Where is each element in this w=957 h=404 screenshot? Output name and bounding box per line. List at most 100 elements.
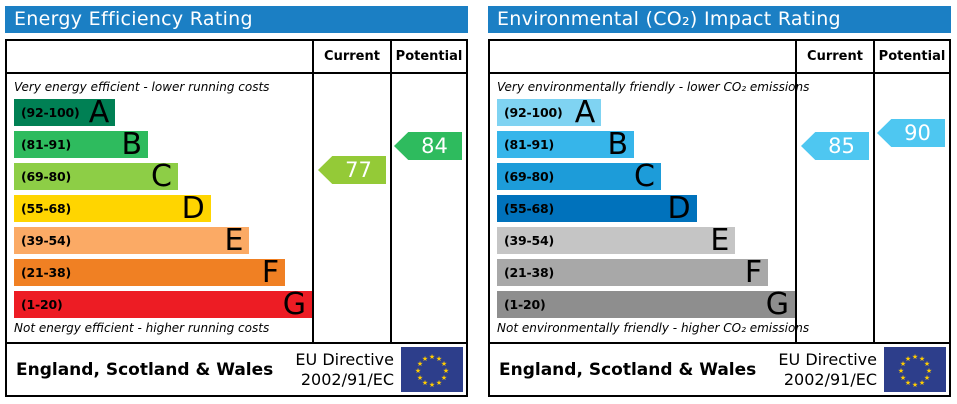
header-spacer: [7, 41, 312, 72]
svg-text:★: ★: [926, 367, 932, 375]
svg-text:★: ★: [900, 360, 906, 368]
rating-scale-area: Very energy efficient - lower running co…: [7, 74, 466, 342]
energy-efficiency-panel: Energy Efficiency Rating Current Potenti…: [5, 6, 468, 397]
band-row-e: (39-54) E: [497, 222, 736, 258]
environmental-title-bar: Environmental (CO₂) Impact Rating: [488, 6, 951, 33]
current-value-cell: 77: [312, 74, 390, 342]
current-column-header: Current: [312, 41, 390, 72]
potential-rating-value: 90: [904, 121, 931, 145]
band-range: (92-100): [504, 105, 563, 120]
current-column-header: Current: [795, 41, 873, 72]
band-row-a: (92-100) A: [14, 97, 116, 127]
band-row-f: (21-38) F: [14, 254, 286, 290]
band-range: (81-91): [504, 137, 555, 152]
eu-flag-icon: ★ ★ ★ ★ ★ ★ ★ ★ ★ ★ ★ ★: [884, 347, 946, 392]
svg-text:★: ★: [898, 367, 904, 375]
band-letter: B: [607, 126, 629, 162]
band-letter: E: [224, 222, 244, 258]
band-letter: C: [633, 158, 655, 194]
eu-directive-line1: EU Directive: [295, 349, 394, 369]
band-letter: G: [765, 286, 789, 322]
band-letter: E: [710, 222, 730, 258]
potential-rating-arrow: 84: [394, 132, 462, 160]
svg-text:★: ★: [919, 379, 925, 387]
panel-title: Environmental (CO₂) Impact Rating: [497, 8, 841, 30]
current-value-cell: 85: [795, 74, 873, 342]
current-rating-arrow: 85: [801, 132, 869, 160]
svg-text:★: ★: [417, 374, 423, 382]
svg-text:★: ★: [919, 355, 925, 363]
potential-rating-value: 84: [421, 134, 448, 158]
header-spacer: [490, 41, 795, 72]
band-row-b: (81-91) B: [497, 126, 635, 162]
svg-text:★: ★: [441, 360, 447, 368]
svg-text:★: ★: [905, 355, 911, 363]
band-range: (39-54): [504, 233, 555, 248]
band-letter: F: [744, 254, 763, 290]
rating-scale-area: Very environmentally friendly - lower CO…: [490, 74, 949, 342]
svg-text:★: ★: [912, 353, 918, 361]
current-rating-value: 77: [345, 158, 372, 182]
band-range: (1-20): [21, 297, 63, 312]
band-range: (81-91): [21, 137, 72, 152]
band-row-f: (21-38) F: [497, 254, 769, 290]
eu-directive-line1: EU Directive: [778, 349, 877, 369]
band-row-a: (92-100) A: [497, 97, 602, 127]
svg-text:★: ★: [436, 379, 442, 387]
band-row-c: (69-80) C: [14, 161, 178, 191]
band-letter: F: [261, 254, 280, 290]
bottom-caption: Not environmentally friendly - higher CO…: [497, 321, 810, 335]
bands-cell: Very environmentally friendly - lower CO…: [490, 74, 810, 342]
band-range: (1-20): [504, 297, 546, 312]
potential-rating-arrow: 90: [877, 119, 945, 147]
band-range: (55-68): [21, 201, 72, 216]
svg-text:★: ★: [422, 379, 428, 387]
table-footer: England, Scotland & Wales EU Directive 2…: [7, 342, 466, 395]
energy-table: Current Potential Very energy efficient …: [5, 39, 468, 397]
band-row-c: (69-80) C: [497, 158, 661, 194]
svg-text:★: ★: [900, 374, 906, 382]
band-letter: D: [181, 190, 205, 226]
band-row-e: (39-54) E: [14, 222, 250, 258]
band-range: (39-54): [21, 233, 72, 248]
band-range: (55-68): [504, 201, 555, 216]
eu-directive-line2: 2002/91/EC: [300, 369, 394, 389]
top-caption: Very energy efficient - lower running co…: [14, 80, 270, 94]
region-label: England, Scotland & Wales: [499, 359, 757, 380]
potential-value-cell: 84: [390, 74, 466, 342]
region-label: England, Scotland & Wales: [16, 359, 274, 380]
band-letter: D: [667, 190, 691, 226]
panel-title: Energy Efficiency Rating: [14, 8, 253, 30]
svg-text:★: ★: [422, 355, 428, 363]
environmental-table: Current Potential Very environmentally f…: [488, 39, 951, 397]
svg-text:★: ★: [429, 381, 435, 389]
current-rating-arrow: 77: [318, 156, 386, 184]
svg-text:★: ★: [912, 381, 918, 389]
energy-title-bar: Energy Efficiency Rating: [5, 6, 468, 33]
environmental-impact-panel: Environmental (CO₂) Impact Rating Curren…: [488, 6, 951, 397]
band-range: (69-80): [21, 169, 72, 184]
eu-directive-label: EU Directive 2002/91/EC: [295, 350, 394, 390]
table-header-row: Current Potential: [490, 41, 949, 74]
svg-text:★: ★: [417, 360, 423, 368]
band-range: (21-38): [21, 265, 72, 280]
table-header-row: Current Potential: [7, 41, 466, 74]
table-footer: England, Scotland & Wales EU Directive 2…: [490, 342, 949, 395]
svg-text:★: ★: [429, 353, 435, 361]
current-rating-value: 85: [828, 134, 855, 158]
svg-text:★: ★: [924, 374, 930, 382]
top-caption: Very environmentally friendly - lower CO…: [497, 80, 810, 94]
svg-text:★: ★: [924, 360, 930, 368]
bands-cell: Very energy efficient - lower running co…: [7, 74, 312, 342]
eu-directive-label: EU Directive 2002/91/EC: [778, 350, 877, 390]
band-letter: G: [282, 286, 306, 322]
band-row-g: (1-20) G: [14, 286, 312, 322]
band-range: (21-38): [504, 265, 555, 280]
svg-text:★: ★: [905, 379, 911, 387]
svg-text:★: ★: [436, 355, 442, 363]
svg-text:★: ★: [443, 367, 449, 375]
eu-directive-line2: 2002/91/EC: [783, 369, 877, 389]
eu-flag-icon: ★ ★ ★ ★ ★ ★ ★ ★ ★ ★ ★ ★: [401, 347, 463, 392]
potential-column-header: Potential: [873, 41, 949, 72]
band-range: (69-80): [504, 169, 555, 184]
